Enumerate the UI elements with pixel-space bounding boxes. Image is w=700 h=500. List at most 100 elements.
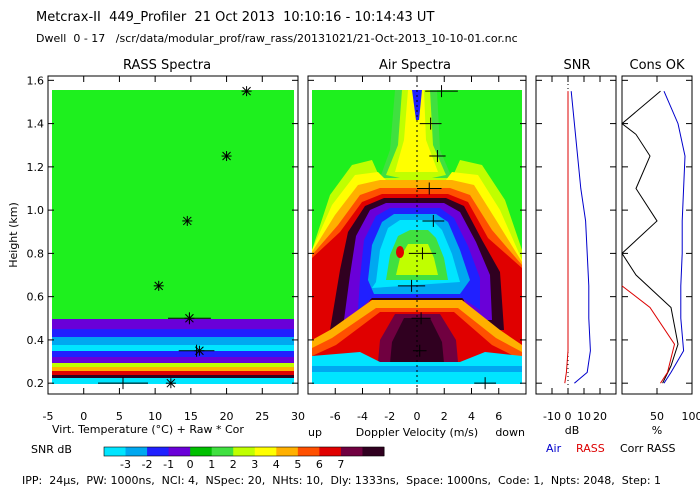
snr-x-tick-label: 0 [565, 410, 572, 423]
snr-xlabel: dB [565, 424, 580, 437]
air-x-tick-label: -6 [330, 410, 341, 423]
colorbar-tick-label: 2 [230, 458, 237, 471]
y-tick-label: 0.6 [27, 291, 45, 304]
colorbar-cell [340, 447, 363, 456]
cor-point-stroke [222, 151, 231, 161]
rass-band [52, 337, 294, 345]
velocity-point [397, 279, 426, 292]
y-tick-label: 1.6 [27, 74, 45, 87]
velocity-point [419, 117, 442, 130]
rass-band [52, 375, 294, 378]
snr-colorbar: SNR dB -3 -2 -1 0 1 2 3 4 5 6 7 [31, 443, 385, 471]
colorbar-label: SNR dB [31, 443, 72, 456]
header-file-path: Dwell 0 - 17 /scr/data/modular_prof/raw_… [36, 32, 518, 45]
air-contour [312, 372, 522, 384]
velocity-point [429, 150, 446, 163]
rass-x-tick-label: 25 [255, 410, 269, 423]
air-x-tick-label: 0 [414, 410, 421, 423]
air-panel-title: Air Spectra [379, 58, 451, 73]
colorbar-cell [362, 447, 385, 456]
colorbar-tick-label: 1 [208, 458, 215, 471]
colorbar-frame [103, 446, 385, 457]
cons-frame [621, 75, 693, 395]
header-title: Metcrax-II 449_Profiler 21 Oct 2013 10:1… [36, 10, 435, 25]
cor-point [153, 280, 164, 291]
cor-point-stroke [185, 313, 194, 323]
cons-series-line [663, 90, 686, 384]
colorbar-tick-label: -1 [163, 458, 174, 471]
colorbar-cell [190, 447, 213, 456]
velocity-point [412, 344, 427, 357]
colorbar-cell [168, 447, 191, 456]
cor-point-stroke [166, 378, 176, 388]
y-tick-label: 1.0 [27, 204, 45, 217]
colorbar-cell [233, 447, 256, 456]
colorbar-tick-label: -2 [142, 458, 153, 471]
snr-panel-title: SNR [563, 58, 590, 73]
y-tick-label: 0.2 [27, 377, 45, 390]
y-tick-label: 0.8 [27, 247, 45, 260]
cons-x-tick-label: 100 [682, 410, 700, 423]
colorbar-tick-label: 6 [316, 458, 323, 471]
cons-axes: 50 100 [622, 76, 700, 423]
snr-x-tick-label: 20 [593, 410, 607, 423]
snr-x-tick-label: -10 [543, 410, 561, 423]
velocity-point [408, 247, 437, 260]
rass-band [52, 371, 294, 375]
y-tick-label: 1.2 [27, 161, 45, 174]
cons-x-tick-label: 50 [650, 410, 664, 423]
air-marks [397, 85, 497, 390]
colorbar-tick-label: 4 [273, 458, 280, 471]
rass-marks [98, 86, 252, 390]
air-xlabel: Doppler Velocity (m/s) [356, 426, 478, 439]
cons-xlabel: % [652, 424, 662, 437]
rass-frame [47, 75, 299, 395]
velocity-point [474, 377, 497, 390]
air-xlabel-down: down [495, 426, 525, 439]
air-x-tick-label: -2 [384, 410, 395, 423]
rass-panel: RASS Spectra -5 0 5 10 15 20 25 30 0.2 0.4 0.6 0.8 1… [7, 58, 305, 436]
rass-band [52, 345, 294, 351]
colorbar-cell [297, 447, 320, 456]
air-panel: Air Spectra [307, 58, 527, 439]
velocity-point [411, 312, 431, 325]
colorbar-tick-label: -3 [120, 458, 131, 471]
legend: Air RASS Corr RASS [546, 442, 675, 455]
air-axes: -6 -4 -2 0 2 4 6 [308, 76, 526, 423]
colorbar-ticks: -3 -2 -1 0 1 2 3 4 5 6 7 [120, 458, 344, 471]
rass-x-tick-label: 15 [184, 410, 198, 423]
cor-point [184, 313, 195, 324]
cor-point [194, 345, 205, 356]
air-x-tick-label: 6 [495, 410, 502, 423]
air-contour [396, 244, 438, 275]
cor-point-stroke [242, 86, 251, 96]
cor-point-stroke [195, 346, 204, 356]
height-axis-label: Height (km) [7, 202, 20, 268]
velocity-point [417, 182, 442, 195]
air-contour [312, 352, 522, 366]
snr-frame [535, 75, 617, 395]
raw-point [98, 377, 148, 390]
rass-x-tick-label: 0 [80, 410, 87, 423]
colorbar-cell [254, 447, 277, 456]
snr-axes: -10 0 10 20 [536, 76, 616, 423]
cor-point [221, 151, 232, 162]
rass-x-tick-label: 10 [148, 410, 162, 423]
colorbar-cells [103, 446, 385, 457]
y-tick-label: 1.4 [27, 118, 45, 131]
y-tick-label: 0.4 [27, 334, 45, 347]
cor-point-stroke [182, 216, 192, 226]
air-x-tick-label: 4 [468, 410, 475, 423]
velocity-point [425, 85, 458, 98]
rass-band [52, 363, 294, 367]
rass-band [52, 319, 294, 329]
rass-axes: -5 0 5 10 15 20 25 30 0.2 0.4 0.6 0.8 1.0 1.2 1.4 1.6 [27, 74, 306, 423]
colorbar-tick-label: 3 [251, 458, 258, 471]
colorbar-cell [211, 447, 234, 456]
air-x-tick-label: 2 [441, 410, 448, 423]
colorbar-tick-label: 5 [294, 458, 301, 471]
colorbar-cell [319, 447, 342, 456]
cor-point-stroke [154, 281, 164, 291]
rass-band [52, 357, 294, 363]
cor-point [165, 378, 176, 389]
